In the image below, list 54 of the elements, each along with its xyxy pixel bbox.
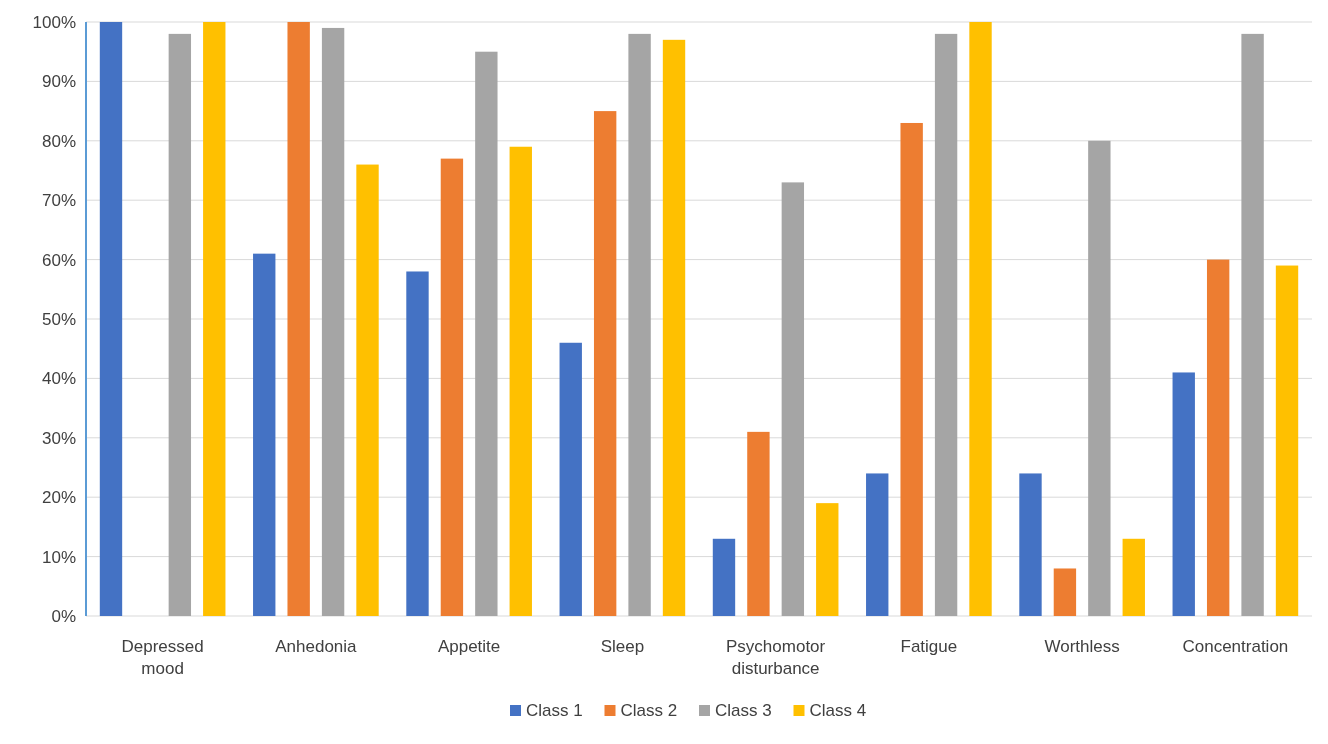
y-tick-label: 100% bbox=[32, 12, 76, 32]
y-tick-label: 80% bbox=[41, 131, 76, 151]
bar bbox=[203, 22, 226, 616]
y-tick-label: 50% bbox=[41, 309, 76, 329]
x-tick-label: Psychomotor disturbance bbox=[726, 637, 826, 678]
legend-label: Class 2 bbox=[620, 701, 678, 720]
bar bbox=[934, 33, 958, 616]
bar bbox=[406, 271, 429, 616]
bar bbox=[593, 111, 617, 616]
y-tick-label: 10% bbox=[41, 547, 76, 567]
bar bbox=[969, 22, 992, 616]
bar bbox=[1241, 33, 1264, 616]
x-tick-label: Anhedonia bbox=[275, 637, 358, 656]
y-tick-label: 0% bbox=[51, 606, 76, 626]
y-tick-label: 20% bbox=[41, 488, 76, 508]
bar bbox=[866, 473, 889, 616]
x-tick-label: Sleep bbox=[600, 637, 645, 656]
bar bbox=[662, 39, 686, 616]
legend-label: Class 3 bbox=[715, 701, 772, 720]
bar bbox=[1019, 473, 1042, 616]
bar bbox=[99, 22, 123, 616]
bar bbox=[1275, 265, 1299, 616]
y-tick-label: 30% bbox=[41, 428, 76, 448]
bar bbox=[475, 51, 498, 616]
y-tick-label: 70% bbox=[41, 191, 76, 211]
bar bbox=[509, 146, 532, 616]
bar bbox=[816, 503, 839, 616]
x-tick-label: Concentration bbox=[1182, 637, 1289, 656]
bar bbox=[1122, 538, 1145, 616]
bar bbox=[628, 33, 651, 616]
bar bbox=[253, 253, 276, 616]
legend-label: Class 1 bbox=[526, 701, 583, 720]
bar bbox=[900, 122, 923, 616]
x-tick-label: Appetite bbox=[437, 637, 501, 656]
bar bbox=[356, 164, 379, 616]
bar bbox=[287, 22, 310, 616]
y-tick-label: 60% bbox=[41, 250, 76, 270]
bar bbox=[781, 182, 805, 616]
bar bbox=[747, 431, 770, 616]
legend-label: Class 4 bbox=[809, 701, 867, 720]
x-tick-label: Worthless bbox=[1044, 637, 1120, 656]
bar bbox=[168, 33, 192, 616]
bar bbox=[712, 538, 736, 616]
x-tick-label: Depressed mood bbox=[121, 637, 204, 678]
x-tick-label: Fatigue bbox=[900, 637, 958, 656]
bar bbox=[1088, 140, 1111, 616]
bar bbox=[1053, 568, 1077, 616]
bar bbox=[1206, 259, 1230, 616]
bar bbox=[1172, 372, 1195, 616]
bar bbox=[440, 158, 464, 616]
y-tick-label: 90% bbox=[41, 72, 76, 92]
y-tick-label: 40% bbox=[41, 369, 76, 389]
bar bbox=[559, 342, 582, 616]
bar bbox=[321, 27, 345, 616]
